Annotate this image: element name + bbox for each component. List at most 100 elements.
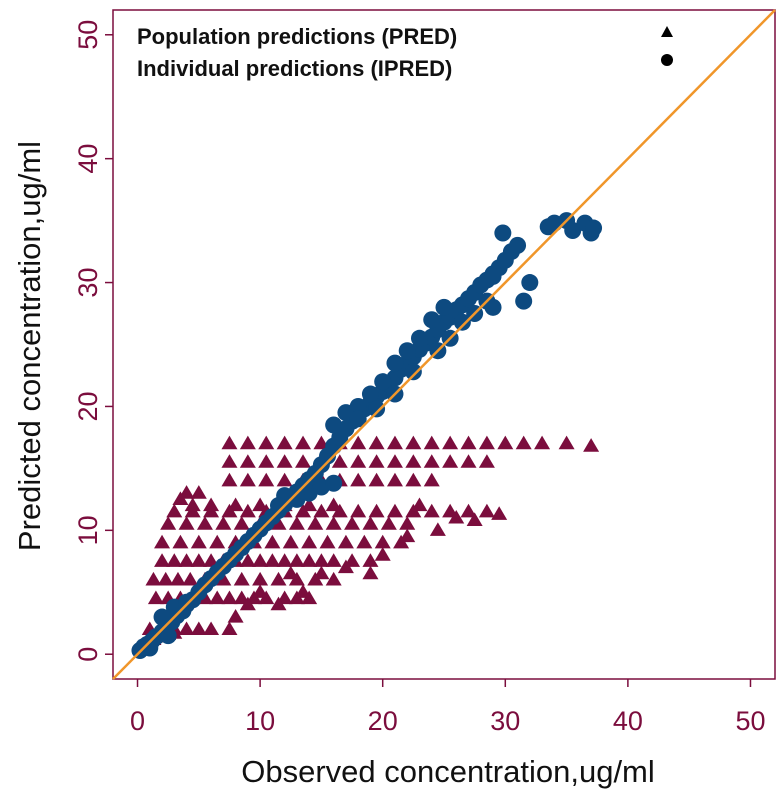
y-axis-ticks: 0 10 20 30 40 50: [73, 20, 113, 662]
ipred-point: [159, 627, 177, 645]
ipred-point: [484, 267, 502, 285]
pred-point: [405, 454, 422, 468]
ipred-point: [270, 497, 287, 515]
pred-point: [221, 590, 238, 605]
pred-point: [190, 553, 207, 567]
pred-point: [386, 472, 403, 487]
legend-label-pred: Population predictions (PRED): [137, 24, 457, 49]
pred-point: [209, 534, 226, 549]
x-tick-label: 10: [245, 706, 275, 736]
ipred-point: [178, 593, 196, 611]
pred-point: [515, 435, 532, 450]
ipred-point: [349, 397, 367, 415]
pred-point: [491, 506, 508, 520]
pred-point: [160, 516, 177, 530]
ipred-point: [349, 410, 367, 428]
legend-circle-icon: [661, 54, 673, 66]
legend-triangle-icon: [661, 26, 673, 37]
y-tick-label: 10: [73, 515, 103, 545]
y-tick-label: 50: [73, 20, 103, 50]
pred-point: [460, 454, 477, 468]
pred-point: [325, 571, 342, 586]
pred-point: [380, 516, 397, 530]
pred-point: [558, 435, 575, 450]
pred-point: [252, 553, 269, 567]
pred-point: [239, 553, 256, 567]
pred-point: [184, 497, 201, 512]
pred-point: [386, 454, 403, 468]
x-axis-title: Observed concentration,ug/ml: [241, 754, 655, 789]
x-axis-ticks: 0 10 20 30 40 50: [130, 679, 766, 736]
pred-point: [172, 534, 189, 549]
pred-point: [344, 516, 361, 530]
ipred-point: [386, 354, 404, 372]
pred-point: [442, 454, 459, 468]
ipred-point: [398, 342, 416, 360]
ipred-point: [521, 274, 539, 292]
identity-line-top: [112, 9, 776, 680]
pred-series: [133, 435, 600, 654]
pred-point: [221, 454, 238, 468]
pred-point: [227, 609, 244, 623]
legend-label-ipred: Individual predictions (IPRED): [137, 56, 452, 81]
pred-point: [190, 621, 207, 636]
pred-point: [190, 534, 207, 549]
pred-point: [313, 503, 330, 518]
pred-point: [233, 516, 250, 530]
ipred-point: [515, 292, 533, 310]
pred-point: [405, 435, 422, 450]
pred-point: [221, 435, 238, 450]
pred-point: [423, 472, 440, 487]
pred-point: [337, 559, 354, 574]
ipred-point: [141, 639, 159, 657]
pred-point: [270, 516, 287, 530]
pred-point: [325, 497, 342, 512]
y-axis-title: Predicted concentration,ug/ml: [12, 141, 47, 551]
pred-point: [313, 553, 330, 567]
pred-point: [442, 435, 459, 450]
pred-point: [239, 435, 256, 450]
pred-point: [252, 497, 269, 512]
pred-point: [154, 534, 171, 549]
ipred-point: [325, 416, 343, 434]
pred-point: [313, 565, 330, 580]
x-tick-label: 50: [735, 706, 765, 736]
ipred-point: [410, 329, 428, 347]
pred-point: [325, 553, 342, 567]
pred-point: [534, 435, 551, 450]
pred-point: [350, 435, 367, 450]
y-tick-label: 0: [73, 647, 103, 662]
pred-point: [270, 596, 287, 611]
ipred-point: [368, 400, 386, 418]
pred-point: [350, 472, 367, 487]
pred-point: [478, 454, 495, 468]
pred-point: [362, 553, 379, 567]
pred-point: [154, 553, 171, 567]
ipred-point: [484, 298, 502, 316]
pred-point: [386, 503, 403, 518]
ipred-point: [564, 222, 582, 240]
pred-point: [307, 516, 324, 530]
pred-point: [233, 571, 250, 586]
pred-point: [301, 497, 318, 512]
pred-point: [337, 534, 354, 549]
ipred-point: [435, 298, 453, 316]
pred-point: [295, 435, 312, 450]
pred-point: [145, 571, 162, 586]
pred-point: [478, 435, 495, 450]
pred-point: [368, 454, 385, 468]
pred-point: [239, 472, 256, 487]
pred-point: [362, 565, 379, 580]
ipred-point: [374, 373, 392, 391]
pred-point: [157, 571, 174, 586]
ipred-point: [325, 474, 343, 492]
x-tick-label: 40: [613, 706, 643, 736]
pred-point: [258, 454, 275, 468]
pred-point: [264, 534, 281, 549]
pred-point: [221, 621, 238, 636]
pred-point: [368, 472, 385, 487]
ipred-point: [361, 385, 379, 403]
pred-point: [288, 553, 305, 567]
pred-point: [374, 534, 391, 549]
legend: Population predictions (PRED) Individual…: [137, 24, 673, 81]
